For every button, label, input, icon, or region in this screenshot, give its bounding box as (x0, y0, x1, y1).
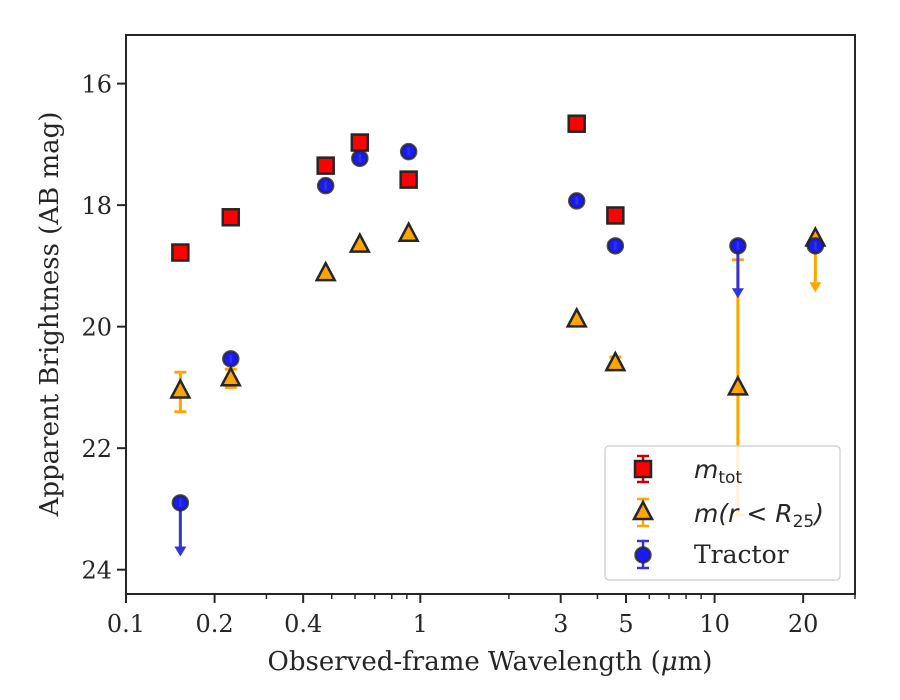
x-tick-label: 1 (413, 610, 428, 638)
series-square (171, 114, 625, 262)
data-marks (169, 114, 827, 557)
x-tick-label: 3 (553, 610, 568, 638)
legend-entry-mtot: mtot (633, 454, 742, 488)
point-triangle (169, 377, 192, 399)
point-square (350, 133, 370, 152)
legend-entry-tractor: Tractor (634, 539, 789, 570)
upper-limit-arrow (731, 288, 744, 299)
y-tick-label: 20 (81, 314, 112, 342)
point-triangle (219, 365, 242, 387)
x-tick-label: 0.4 (284, 610, 322, 638)
point-square (399, 170, 418, 189)
point-square (316, 156, 335, 175)
y-tick-label: 18 (81, 192, 112, 220)
point-triangle (314, 260, 337, 282)
point-square (567, 114, 586, 133)
x-tick-label: 5 (618, 610, 633, 638)
y-tick-label: 22 (81, 435, 112, 463)
point-square (171, 243, 190, 262)
point-square (606, 206, 625, 225)
point-triangle (565, 306, 588, 328)
x-axis-label: Observed-frame Wavelength (μm) (268, 647, 713, 677)
point-triangle (348, 231, 371, 253)
legend-label-mtot: mtot (694, 455, 742, 488)
legend-label-r25: m(r < R25) (694, 499, 824, 532)
legend: mtot m(r < R25) Tractor (604, 445, 841, 581)
x-tick-label: 10 (699, 610, 730, 638)
y-tick-label: 24 (81, 557, 112, 585)
point-triangle (726, 374, 749, 396)
legend-box (604, 445, 841, 581)
y-tick-label: 16 (81, 71, 112, 99)
series-triangle (169, 221, 827, 517)
x-tick-label: 0.1 (107, 610, 145, 638)
x-tick-label: 0.2 (196, 610, 234, 638)
upper-limit-arrow (809, 282, 822, 293)
point-triangle (397, 221, 420, 242)
upper-limit-arrow (174, 546, 187, 557)
point-triangle (604, 350, 627, 372)
point-square (221, 208, 241, 227)
tick-labels: 0.1 0.2 0.4 1 3 5 10 20 16 18 20 22 24 (81, 71, 818, 638)
x-tick-label: 20 (788, 610, 819, 638)
y-axis-label: Apparent Brightness (AB mag) (35, 112, 65, 518)
plot-frame (125, 34, 856, 595)
legend-label-tractor: Tractor (694, 540, 789, 569)
legend-entry-r25: m(r < R25) (631, 497, 824, 532)
x-axis-label-mu: μ (661, 647, 678, 677)
